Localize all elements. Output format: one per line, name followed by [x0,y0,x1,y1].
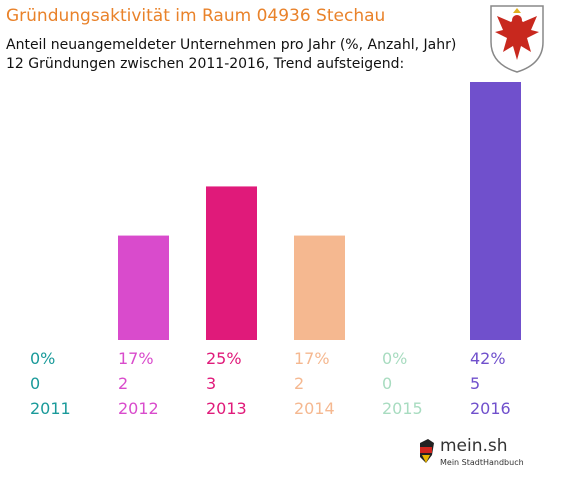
bar-2012 [118,235,169,340]
bar-2014 [294,235,345,340]
year-label-2011: 2011 [30,399,71,418]
year-label-2014: 2014 [294,399,335,418]
year-label-2016: 2016 [470,399,511,418]
year-label-2012: 2012 [118,399,159,418]
year-label-2013: 2013 [206,399,247,418]
percent-label-2015: 0% [382,349,407,368]
count-label-2014: 2 [294,374,304,393]
count-label-2012: 2 [118,374,128,393]
bar-2016 [470,82,521,340]
percent-label-2016: 42% [470,349,506,368]
mein-sh-logo [420,439,434,463]
count-label-2015: 0 [382,374,392,393]
chart-title: Gründungsaktivität im Raum 04936 Stechau [6,6,386,26]
logo-subtext: Mein StadtHandbuch [440,458,524,467]
count-label-2011: 0 [30,374,40,393]
subtitle-line-1: Anteil neuangemeldeter Unternehmen pro J… [6,37,457,53]
percent-label-2013: 25% [206,349,242,368]
bar-2013 [206,186,257,340]
subtitle-line-2: 12 Gründungen zwischen 2011-2016, Trend … [6,56,405,72]
year-label-2015: 2015 [382,399,423,418]
count-label-2013: 3 [206,374,216,393]
percent-label-2014: 17% [294,349,330,368]
count-label-2016: 5 [470,374,480,393]
logo-text: mein.sh [440,436,508,456]
percent-label-2012: 17% [118,349,154,368]
chart-subtitle: Anteil neuangemeldeter Unternehmen pro J… [6,36,456,74]
percent-label-2011: 0% [30,349,55,368]
coat-of-arms-icon [490,5,544,73]
